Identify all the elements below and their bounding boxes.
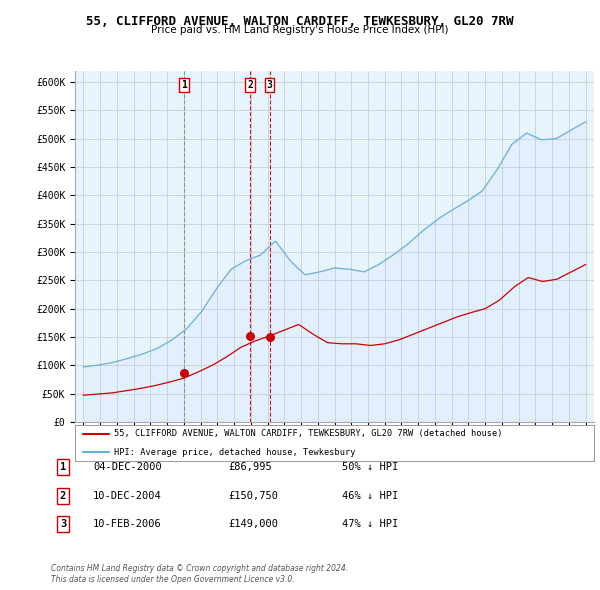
- Text: 2: 2: [60, 491, 66, 500]
- Text: Contains HM Land Registry data © Crown copyright and database right 2024.: Contains HM Land Registry data © Crown c…: [51, 565, 348, 573]
- Text: 3: 3: [60, 519, 66, 529]
- Text: £86,995: £86,995: [228, 463, 272, 472]
- Text: 3: 3: [266, 80, 272, 90]
- Text: £149,000: £149,000: [228, 519, 278, 529]
- Text: 50% ↓ HPI: 50% ↓ HPI: [342, 463, 398, 472]
- Point: [179, 368, 188, 378]
- Text: 04-DEC-2000: 04-DEC-2000: [93, 463, 162, 472]
- Text: £150,750: £150,750: [228, 491, 278, 500]
- Text: This data is licensed under the Open Government Licence v3.0.: This data is licensed under the Open Gov…: [51, 575, 295, 584]
- Text: 1: 1: [60, 463, 66, 472]
- Text: Price paid vs. HM Land Registry's House Price Index (HPI): Price paid vs. HM Land Registry's House …: [151, 25, 449, 35]
- Text: 2: 2: [247, 80, 253, 90]
- Point: [265, 333, 274, 342]
- Text: 46% ↓ HPI: 46% ↓ HPI: [342, 491, 398, 500]
- Point: [245, 332, 255, 341]
- Text: 55, CLIFFORD AVENUE, WALTON CARDIFF, TEWKESBURY, GL20 7RW (detached house): 55, CLIFFORD AVENUE, WALTON CARDIFF, TEW…: [114, 430, 502, 438]
- Text: 1: 1: [181, 80, 187, 90]
- Text: 55, CLIFFORD AVENUE, WALTON CARDIFF, TEWKESBURY, GL20 7RW: 55, CLIFFORD AVENUE, WALTON CARDIFF, TEW…: [86, 15, 514, 28]
- Text: 10-FEB-2006: 10-FEB-2006: [93, 519, 162, 529]
- Text: 47% ↓ HPI: 47% ↓ HPI: [342, 519, 398, 529]
- Text: 10-DEC-2004: 10-DEC-2004: [93, 491, 162, 500]
- Text: HPI: Average price, detached house, Tewkesbury: HPI: Average price, detached house, Tewk…: [114, 448, 355, 457]
